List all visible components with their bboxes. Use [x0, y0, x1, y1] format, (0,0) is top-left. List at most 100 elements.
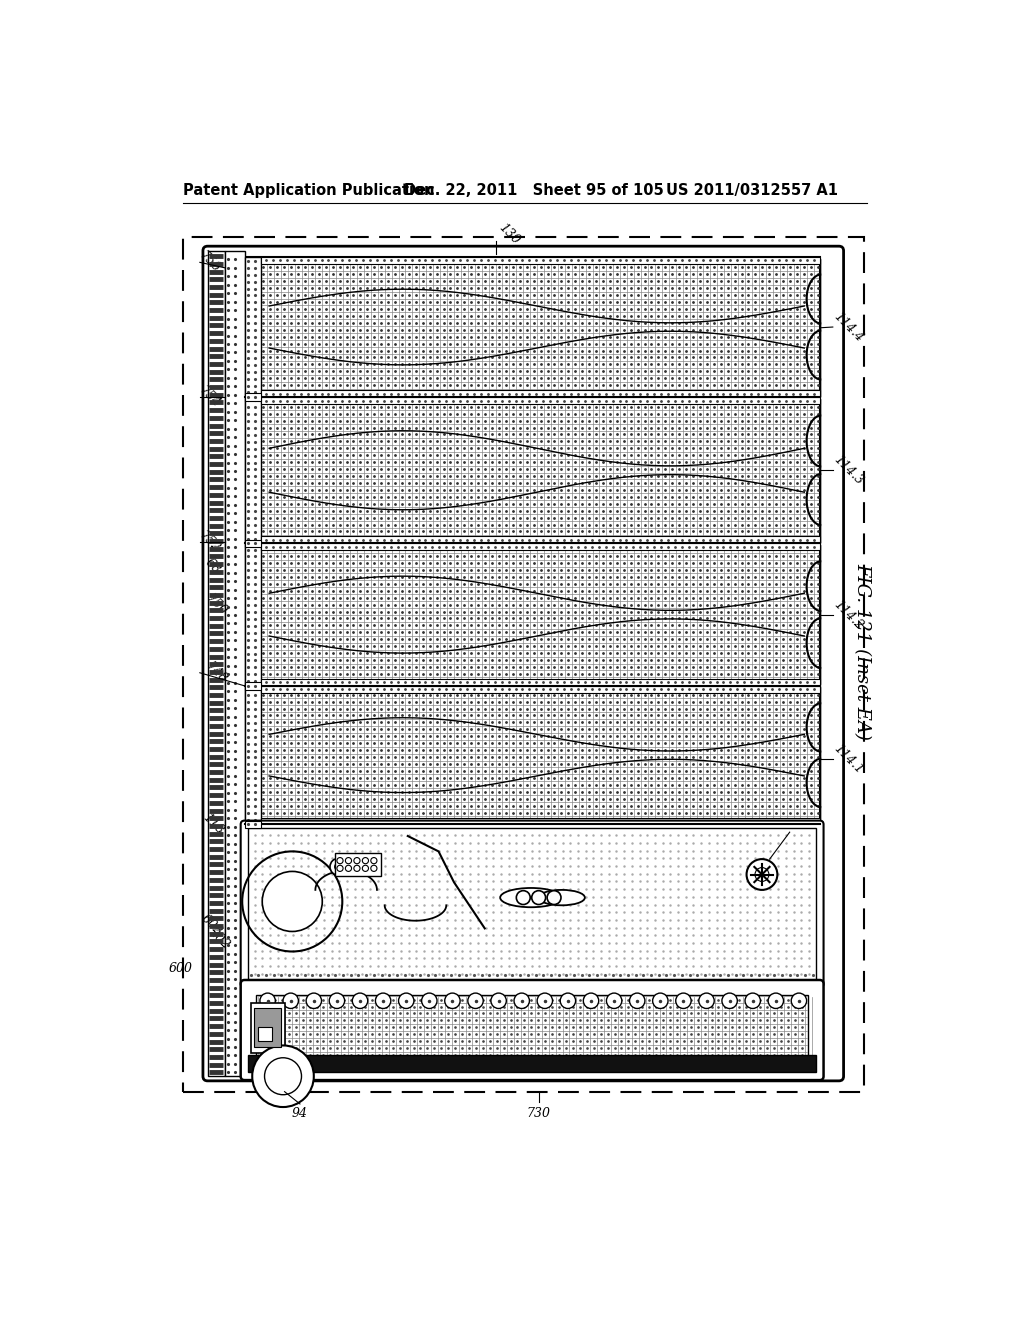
Text: 750: 750	[203, 591, 229, 618]
Text: 152: 152	[550, 900, 573, 913]
Bar	[258, 1027, 272, 1040]
Bar	[249, 829, 816, 979]
Text: 168: 168	[755, 850, 780, 876]
Text: 752: 752	[197, 529, 223, 554]
Text: FIG. 121 (Inset EA): FIG. 121 (Inset EA)	[853, 562, 871, 739]
Text: 730: 730	[526, 1107, 551, 1121]
Bar	[245, 540, 261, 548]
Ellipse shape	[539, 890, 585, 906]
Circle shape	[606, 993, 622, 1008]
Text: 130: 130	[497, 220, 522, 247]
Text: 94: 94	[292, 1107, 308, 1121]
Text: 164: 164	[705, 866, 730, 891]
Bar	[208, 251, 224, 1076]
Text: 118: 118	[200, 812, 226, 837]
Text: 756: 756	[197, 249, 223, 276]
Text: 754: 754	[197, 384, 223, 411]
Circle shape	[360, 858, 378, 875]
Ellipse shape	[500, 888, 562, 907]
Circle shape	[283, 993, 298, 1008]
Circle shape	[745, 993, 761, 1008]
Bar	[245, 397, 819, 544]
Bar	[335, 853, 381, 876]
Circle shape	[490, 993, 506, 1008]
Bar	[245, 686, 819, 825]
Text: 68: 68	[203, 556, 223, 577]
Circle shape	[746, 859, 777, 890]
Circle shape	[768, 993, 783, 1008]
Text: 748: 748	[203, 660, 229, 686]
Circle shape	[584, 993, 599, 1008]
Bar	[183, 238, 863, 1092]
Circle shape	[345, 858, 362, 875]
Text: 732: 732	[777, 842, 804, 869]
Circle shape	[366, 863, 373, 871]
Text: Dec. 22, 2011   Sheet 95 of 105: Dec. 22, 2011 Sheet 95 of 105	[403, 183, 664, 198]
Bar	[254, 1008, 281, 1047]
Bar	[245, 682, 261, 689]
Circle shape	[547, 891, 561, 904]
Bar	[261, 686, 819, 693]
Text: 600: 600	[168, 962, 193, 975]
Bar	[261, 536, 819, 544]
Circle shape	[376, 993, 391, 1008]
Text: 132: 132	[526, 891, 551, 904]
Bar	[261, 391, 819, 397]
Circle shape	[330, 858, 347, 875]
Circle shape	[260, 993, 275, 1008]
Circle shape	[722, 993, 737, 1008]
Circle shape	[306, 993, 322, 1008]
Bar	[251, 1003, 286, 1053]
Circle shape	[676, 993, 691, 1008]
Circle shape	[330, 993, 345, 1008]
Text: Patent Application Publication: Patent Application Publication	[183, 183, 434, 198]
Bar	[245, 257, 819, 397]
Text: 204: 204	[727, 858, 754, 883]
Circle shape	[398, 993, 414, 1008]
Bar	[261, 544, 819, 550]
Bar	[245, 544, 819, 686]
Bar	[256, 995, 808, 1067]
Circle shape	[252, 1045, 313, 1107]
Text: 206: 206	[785, 820, 811, 845]
Circle shape	[514, 993, 529, 1008]
Text: 114.1: 114.1	[831, 742, 866, 776]
FancyBboxPatch shape	[241, 821, 823, 987]
Circle shape	[560, 993, 575, 1008]
Circle shape	[352, 993, 368, 1008]
Circle shape	[531, 891, 546, 904]
Bar	[249, 1056, 816, 1072]
Bar	[245, 821, 261, 829]
Circle shape	[792, 993, 807, 1008]
Text: ~34: ~34	[431, 865, 458, 878]
Text: 114.3: 114.3	[831, 453, 866, 487]
Bar	[261, 257, 819, 264]
Bar	[261, 397, 819, 404]
FancyBboxPatch shape	[241, 979, 823, 1080]
Text: 114.4: 114.4	[831, 310, 866, 345]
Circle shape	[698, 993, 714, 1008]
Circle shape	[335, 863, 342, 871]
Bar	[245, 393, 261, 401]
Bar	[245, 397, 261, 544]
Bar	[261, 678, 819, 686]
Text: US 2011/0312557 A1: US 2011/0312557 A1	[666, 183, 838, 198]
Circle shape	[516, 891, 530, 904]
Circle shape	[422, 993, 437, 1008]
Text: ~54: ~54	[289, 836, 315, 849]
Bar	[245, 686, 261, 825]
Bar	[224, 251, 245, 1076]
Circle shape	[538, 993, 553, 1008]
Circle shape	[350, 863, 357, 871]
Bar	[261, 817, 819, 825]
Text: 114.2: 114.2	[831, 598, 866, 632]
Text: 58: 58	[578, 845, 593, 858]
Bar	[245, 544, 261, 686]
Bar	[245, 257, 261, 397]
Circle shape	[262, 871, 323, 932]
Circle shape	[444, 993, 460, 1008]
Circle shape	[630, 993, 645, 1008]
Text: 602: 602	[199, 912, 224, 937]
Circle shape	[652, 993, 668, 1008]
FancyBboxPatch shape	[203, 246, 844, 1081]
